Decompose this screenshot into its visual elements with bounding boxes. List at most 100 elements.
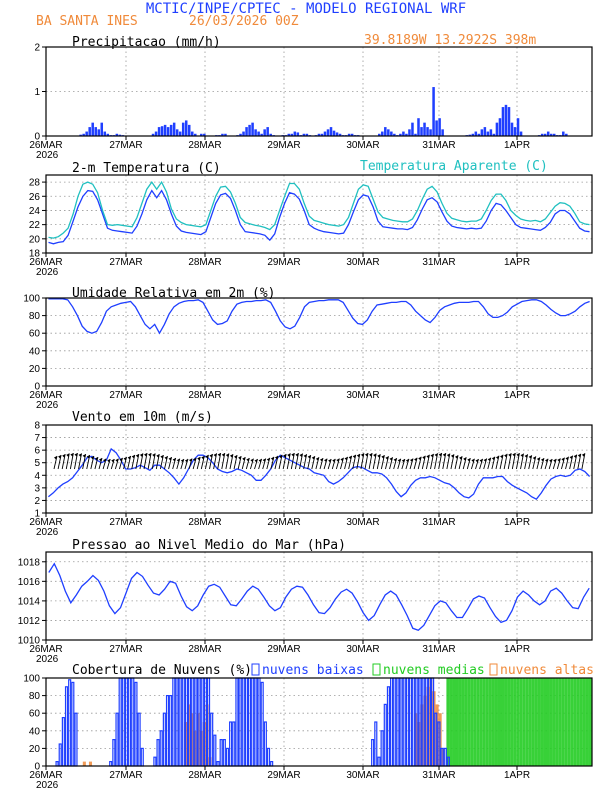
wind-arrow	[200, 455, 205, 470]
y-tick-label: 2	[34, 496, 40, 507]
wind-arrow-head	[70, 453, 74, 457]
y-tick-label: 100	[23, 674, 40, 685]
precip-bar	[501, 107, 505, 136]
wind-arrow	[409, 458, 414, 470]
cloud-bar-low	[124, 677, 129, 767]
precip-bar	[329, 127, 333, 136]
precip-bar	[157, 127, 161, 136]
cloud-bar-low	[405, 677, 409, 767]
year-label: 2026	[36, 267, 59, 278]
cloud-bar-low	[153, 756, 157, 767]
wind-arrow-head	[581, 453, 585, 457]
cloud-bar-low	[175, 677, 179, 767]
precip-bar	[296, 132, 300, 136]
cloud-bar-low	[137, 712, 141, 767]
precip-bar	[332, 130, 336, 136]
wind-arrow	[430, 453, 434, 470]
cloud-bar-mid	[585, 678, 589, 766]
precip-bar	[540, 133, 544, 136]
wind-arrow	[393, 457, 398, 470]
legend-3: nuvens altas	[500, 663, 594, 678]
wind-arrow-head	[189, 458, 193, 463]
wind-arrow	[515, 453, 520, 470]
wind-arrow-head	[62, 454, 66, 458]
x-tick-label: 26MAR	[29, 770, 62, 781]
cloud-bar-low	[241, 677, 245, 767]
wind-arrow-head	[279, 454, 283, 459]
cloud-bar-low	[128, 677, 132, 767]
wind-arrow	[217, 452, 222, 470]
wind-arrow	[159, 454, 164, 470]
wind-arrow-head	[229, 454, 233, 458]
precip-bar	[423, 122, 426, 136]
cloud-bar-low	[254, 677, 258, 767]
cloud-bar-mid	[570, 678, 574, 766]
wind-arrow	[421, 455, 426, 470]
wind-arrow-head	[434, 453, 438, 457]
y-tick-label: 80	[29, 311, 41, 322]
precip-bar	[326, 129, 330, 136]
cloud-bar-low	[210, 712, 214, 767]
precip-bar	[115, 133, 119, 136]
wind-arrow	[438, 452, 443, 470]
wind-arrow	[221, 452, 226, 470]
precip-bar	[287, 133, 291, 136]
wind-arrow	[413, 457, 418, 470]
wind-arrow-head	[123, 456, 127, 461]
precip-bar	[85, 131, 88, 136]
wind-arrow-head	[356, 453, 360, 458]
precip-bar	[178, 131, 182, 136]
wind-arrow-head	[381, 455, 385, 459]
cloud-bar-mid	[564, 678, 568, 766]
y-tick-label: 40	[29, 346, 41, 357]
cloud-bar-low	[257, 677, 261, 767]
wind-arrow	[380, 455, 385, 470]
wind-arrow	[352, 454, 357, 470]
panel-5: 1010 1012 1014 1016 1018 26MAR 27MAR 28MAR 29MAR…	[18, 538, 593, 665]
wind-arrow-head	[197, 456, 201, 461]
precip-bar	[103, 131, 107, 136]
precip-bar	[203, 133, 206, 136]
y-tick-label: 4	[34, 471, 40, 482]
wind-arrow-head	[446, 453, 450, 458]
x-tick-label: 30MAR	[346, 390, 379, 401]
x-tick-label: 26MAR	[29, 644, 62, 655]
wind-arrow	[98, 457, 103, 470]
x-tick-label: 27MAR	[109, 517, 142, 528]
y-tick-label: 0	[34, 132, 40, 143]
wind-arrow	[561, 457, 565, 470]
x-tick-label: 1APR	[504, 517, 530, 528]
precip-bar	[82, 133, 85, 136]
cloud-bar-low	[260, 681, 264, 767]
x-tick-label: 28MAR	[188, 644, 221, 655]
wind-arrow-head	[389, 457, 393, 461]
wind-arrow	[78, 453, 82, 470]
series-line-1	[48, 298, 590, 335]
series-line-2	[48, 180, 590, 239]
legend-swatch-2	[372, 663, 381, 676]
cloud-bar-mid	[552, 678, 556, 766]
cloud-bar-low	[131, 677, 135, 767]
x-tick-label: 31MAR	[422, 257, 455, 268]
wind-arrow-head	[209, 453, 213, 458]
wind-arrow-head	[385, 456, 389, 460]
wind-arrow	[511, 452, 516, 470]
wind-arrow	[282, 453, 287, 470]
wind-arrow	[127, 455, 132, 470]
wind-arrow	[556, 458, 561, 470]
cloud-bar-low	[251, 677, 255, 767]
wind-arrow-head	[340, 457, 344, 462]
precip-bar	[97, 129, 100, 136]
panel-title: Cobertura de Nuvens (%)	[72, 663, 252, 678]
cloud-bar-low	[68, 679, 72, 767]
wind-arrow-head	[86, 454, 90, 459]
cloud-bar-low	[55, 760, 59, 767]
precip-bar	[562, 131, 565, 136]
wind-arrow-head	[225, 453, 229, 457]
precip-bar	[429, 129, 432, 136]
x-tick-label: 29MAR	[267, 517, 300, 528]
cloud-bar-low	[222, 738, 226, 767]
precip-bar	[432, 87, 435, 136]
wind-arrow-head	[299, 453, 303, 457]
wind-arrow	[299, 453, 303, 470]
